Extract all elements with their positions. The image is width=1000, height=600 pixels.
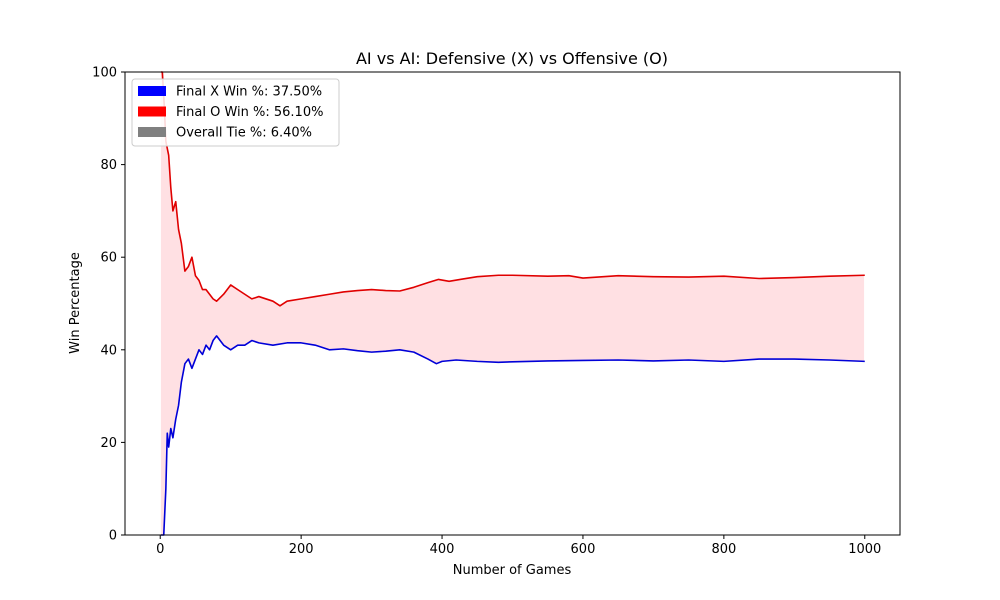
y-tick-label: 0 <box>109 529 117 544</box>
legend-swatch <box>138 106 166 117</box>
x-tick-label: 400 <box>430 542 455 557</box>
series-o-line <box>160 71 865 307</box>
y-tick-label: 40 <box>100 343 117 358</box>
y-tick-label: 80 <box>100 158 117 173</box>
legend-swatch <box>138 127 166 137</box>
legend-box <box>131 78 340 147</box>
x-tick-label: 200 <box>289 542 314 557</box>
plot-frame <box>124 71 901 536</box>
fill-between-area <box>160 72 865 535</box>
x-axis-label: Number of Games <box>453 563 572 578</box>
x-axis: 0 200 400 600 800 1000 <box>156 535 881 557</box>
x-tick-label: 800 <box>711 542 736 557</box>
plot-area <box>160 71 865 536</box>
legend-swatch <box>138 86 166 96</box>
legend: Final X Win %: 37.50% Final O Win %: 56.1… <box>131 78 340 147</box>
y-tick-label: 20 <box>100 436 117 451</box>
series-x-line <box>160 335 865 536</box>
x-tick-label: 0 <box>156 542 164 557</box>
y-axis-label: Win Percentage <box>68 252 83 354</box>
y-axis: 0 20 40 60 80 100 <box>92 66 125 544</box>
y-tick-label: 60 <box>100 251 117 266</box>
x-tick-label: 600 <box>571 542 596 557</box>
y-tick-label: 100 <box>92 66 117 81</box>
chart-title: AI vs AI: Defensive (X) vs Offensive (O) <box>356 49 668 68</box>
x-tick-label: 1000 <box>848 542 881 557</box>
legend-label: Final O Win %: 56.10% <box>176 105 323 120</box>
legend-label: Overall Tie %: 6.40% <box>176 126 312 141</box>
legend-label: Final X Win %: 37.50% <box>176 85 322 100</box>
